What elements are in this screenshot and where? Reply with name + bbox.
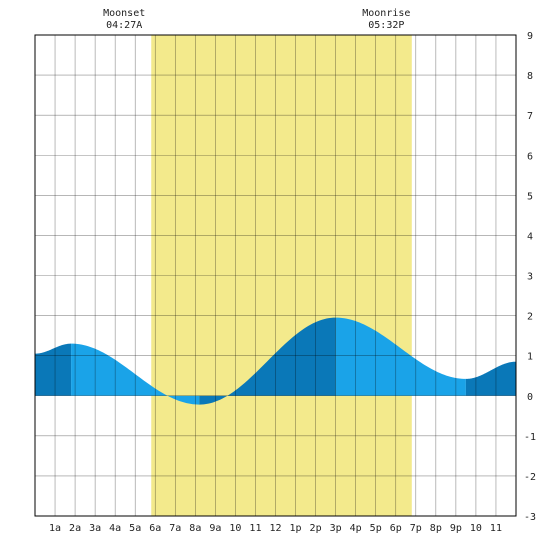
y-tick-label: 8: [527, 71, 533, 82]
y-tick-label: 3: [527, 272, 533, 283]
x-tick-label: 10: [470, 523, 482, 534]
x-tick-label: 9p: [450, 523, 462, 534]
x-tick-label: 1p: [290, 523, 302, 534]
y-tick-label: -2: [524, 472, 536, 483]
x-tick-label: 3p: [330, 523, 342, 534]
x-tick-labels: 1a 2a 3a 4a 5a 6a 7a 8a 9a 10 11 12 1p 2p 3p 4p 5p 6p 7p 8p…: [49, 523, 502, 534]
y-tick-label: 7: [527, 111, 533, 122]
y-tick-label: 0: [527, 392, 533, 403]
tide-area-layer: [35, 317, 516, 405]
x-tick-label: 11: [490, 523, 502, 534]
x-tick-label: 7p: [410, 523, 422, 534]
y-tick-label: 6: [527, 151, 533, 162]
x-tick-label: 4a: [109, 523, 121, 534]
moon-event-time: 04:27A: [106, 20, 142, 31]
x-tick-label: 11: [249, 523, 261, 534]
daylight-band: [151, 35, 412, 516]
y-tick-label: -1: [524, 432, 536, 443]
tide-rising-segment: [35, 343, 72, 396]
moon-event-label: Moonset: [103, 8, 145, 19]
x-tick-label: 6p: [390, 523, 402, 534]
x-tick-label: 4p: [350, 523, 362, 534]
x-tick-label: 8p: [430, 523, 442, 534]
x-tick-label: 8a: [189, 523, 201, 534]
y-tick-label: 2: [527, 312, 533, 323]
x-tick-label: 1a: [49, 523, 61, 534]
moon-event-label: Moonrise: [362, 8, 410, 19]
x-tick-label: 7a: [169, 523, 181, 534]
tide-rising-segment: [199, 317, 336, 405]
y-tick-label: 9: [527, 31, 533, 42]
x-tick-label: 6a: [149, 523, 161, 534]
y-tick-label: 1: [527, 352, 533, 363]
x-tick-label: 3a: [89, 523, 101, 534]
y-tick-label: -3: [524, 512, 536, 523]
x-tick-label: 9a: [209, 523, 221, 534]
x-tick-label: 5p: [370, 523, 382, 534]
plot-border: [34, 34, 517, 517]
y-tick-label: 4: [527, 231, 533, 242]
tide-falling-segment: [71, 343, 200, 405]
x-tick-label: 2a: [69, 523, 81, 534]
y-tick-label: 5: [527, 191, 533, 202]
x-tick-label: 5a: [129, 523, 141, 534]
tide-falling-segment: [335, 317, 466, 396]
x-tick-label: 2p: [310, 523, 322, 534]
tide-rising-segment: [465, 361, 516, 396]
x-tick-label: 10: [229, 523, 241, 534]
moon-event-time: 05:32P: [368, 20, 404, 31]
y-tick-labels: 9 8 7 6 5 4 3 2 1 0 -1 -2 -3: [524, 31, 536, 523]
x-tick-label: 12: [269, 523, 281, 534]
